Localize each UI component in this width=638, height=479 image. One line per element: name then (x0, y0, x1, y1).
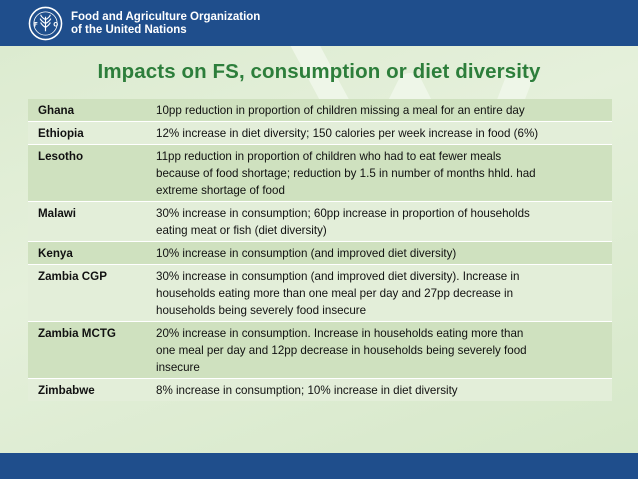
country-cell: Ghana (28, 99, 146, 122)
svg-text:F: F (34, 22, 38, 28)
table-row: Malawi 30% increase in consumption; 60pp … (28, 201, 612, 242)
impact-cell: 10% increase in consumption (and improve… (146, 241, 612, 265)
org-name-line1: Food and Agriculture Organization (71, 11, 261, 23)
table-row: Ghana 10pp reduction in proportion of chi… (28, 99, 612, 122)
impact-line: 30% increase in consumption (and improve… (156, 270, 520, 283)
impact-cell: 12% increase in diet diversity; 150 calo… (146, 121, 612, 145)
country-cell: Ethiopia (28, 121, 146, 145)
impact-line: 10% increase in consumption (and improve… (156, 247, 457, 260)
impact-line: 12% increase in diet diversity; 150 calo… (156, 127, 539, 140)
impact-line: households being severely food insecure (156, 304, 367, 317)
country-cell: Zimbabwe (28, 378, 146, 401)
impacts-table: Ghana 10pp reduction in proportion of chi… (28, 99, 612, 401)
table-row: Zimbabwe 8% increase in consumption; 10% … (28, 378, 612, 401)
header-bar: F O Food and Agriculture Organization of… (0, 0, 638, 46)
table-row: Lesotho 11pp reduction in proportion of c… (28, 144, 612, 202)
impact-cell: 30% increase in consumption (and improve… (146, 264, 612, 322)
footer-bar (0, 453, 638, 479)
impact-line: households eating more than one meal per… (156, 287, 514, 300)
impact-cell: 20% increase in consumption. Increase in… (146, 321, 612, 379)
impact-line: eating meat or fish (diet diversity) (156, 224, 327, 237)
table-row: Kenya 10% increase in consumption (and im… (28, 241, 612, 265)
table-row: Zambia CGP 30% increase in consumption (a… (28, 264, 612, 322)
impact-line: 20% increase in consumption. Increase in… (156, 327, 524, 340)
impact-line: because of food shortage; reduction by 1… (156, 167, 536, 180)
org-name-line2: of the United Nations (71, 24, 187, 36)
impact-line: 8% increase in consumption; 10% increase… (156, 384, 458, 397)
impact-line: 30% increase in consumption; 60pp increa… (156, 207, 530, 220)
slide-title: Impacts on FS, consumption or diet diver… (97, 60, 541, 83)
table-row: Zambia MCTG 20% increase in consumption. … (28, 321, 612, 379)
impact-line: one meal per day and 12pp decrease in ho… (156, 344, 527, 357)
impact-cell: 10pp reduction in proportion of children… (146, 99, 612, 122)
country-cell: Zambia MCTG (28, 321, 146, 379)
impact-line: 10pp reduction in proportion of children… (156, 104, 525, 117)
org-name: Food and Agriculture Organization of the… (71, 11, 260, 37)
svg-text:O: O (53, 22, 58, 28)
country-cell: Zambia CGP (28, 264, 146, 322)
table-row: Ethiopia 12% increase in diet diversity; … (28, 121, 612, 145)
country-cell: Kenya (28, 241, 146, 265)
fao-emblem-icon: F O (28, 6, 63, 41)
impact-line: extreme shortage of food (156, 184, 285, 197)
impact-cell: 11pp reduction in proportion of children… (146, 144, 612, 202)
impact-cell: 8% increase in consumption; 10% increase… (146, 378, 612, 401)
country-cell: Malawi (28, 201, 146, 242)
impact-cell: 30% increase in consumption; 60pp increa… (146, 201, 612, 242)
impact-line: 11pp reduction in proportion of children… (156, 150, 502, 163)
country-cell: Lesotho (28, 144, 146, 202)
impact-line: insecure (156, 361, 200, 374)
